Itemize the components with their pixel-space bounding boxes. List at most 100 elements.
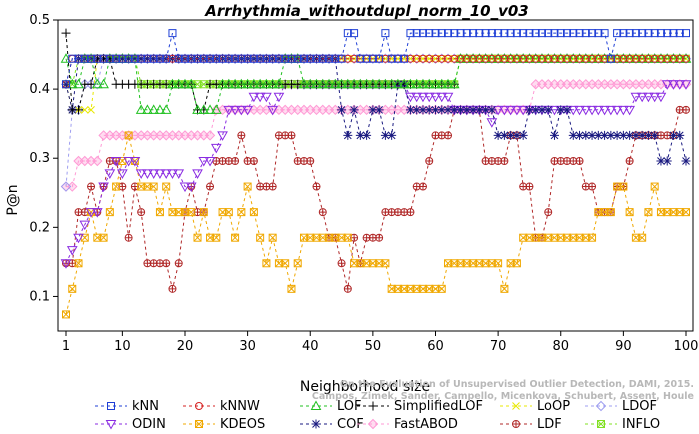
legend-label-cof: COF bbox=[337, 417, 364, 432]
point-lof-57 bbox=[411, 78, 423, 89]
point-knn-25 bbox=[212, 54, 221, 63]
point-kdeos-93 bbox=[638, 233, 647, 242]
point-knn-96 bbox=[656, 29, 665, 38]
point-kdeos-15 bbox=[149, 182, 158, 191]
point-odin-94 bbox=[643, 92, 654, 103]
point-lof-3 bbox=[73, 78, 84, 89]
point-knn-64 bbox=[456, 29, 465, 38]
point-lof-63 bbox=[448, 78, 460, 89]
point-cof-77 bbox=[537, 105, 547, 115]
point-kdeos-28 bbox=[231, 233, 240, 242]
point-knn-80 bbox=[556, 29, 565, 38]
legend-label-simplifiedlof: SimplifiedLOF bbox=[394, 399, 483, 414]
point-lof-50 bbox=[367, 78, 379, 89]
point-knn-31 bbox=[249, 54, 258, 63]
point-odin-88 bbox=[605, 105, 617, 116]
point-lof-23 bbox=[198, 104, 210, 114]
point-cof-91 bbox=[625, 130, 635, 140]
point-knn-55 bbox=[400, 54, 409, 63]
point-lof-34 bbox=[267, 78, 279, 89]
point-knn-36 bbox=[281, 54, 290, 63]
point-kdeos-25 bbox=[212, 233, 221, 242]
point-knn-63 bbox=[450, 29, 459, 38]
point-kdeos-2 bbox=[68, 284, 77, 293]
point-knnw-46 bbox=[343, 54, 352, 63]
point-odin-28 bbox=[229, 105, 241, 116]
point-ldf-56 bbox=[406, 208, 415, 217]
point-ldf-46 bbox=[343, 284, 352, 293]
point-knn-48 bbox=[356, 54, 365, 63]
legend-marker-loop bbox=[512, 402, 520, 410]
point-odin-15 bbox=[148, 169, 160, 179]
point-odin-10 bbox=[117, 169, 128, 179]
point-odin-18 bbox=[167, 169, 178, 179]
point-lof-55 bbox=[398, 78, 410, 89]
point-cof-45 bbox=[337, 105, 347, 115]
point-cof-74 bbox=[518, 130, 528, 140]
point-odin-13 bbox=[135, 169, 147, 179]
point-kdeos-32 bbox=[256, 233, 265, 242]
point-knn-98 bbox=[669, 29, 678, 38]
point-knn-40 bbox=[306, 54, 315, 63]
point-knnw-100 bbox=[682, 54, 690, 63]
point-kdeos-9 bbox=[112, 182, 121, 191]
point-knn-28 bbox=[231, 54, 240, 63]
point-kdeos-29 bbox=[237, 208, 246, 217]
point-odin-58 bbox=[417, 92, 429, 103]
point-knnw-70 bbox=[494, 54, 503, 63]
point-odin-85 bbox=[586, 105, 598, 116]
point-knn-20 bbox=[180, 54, 189, 63]
point-ldof-1 bbox=[60, 181, 72, 192]
point-ldf-40 bbox=[306, 156, 315, 165]
point-cof-35 bbox=[274, 54, 284, 64]
point-odin-56 bbox=[405, 92, 416, 103]
legend-item-ldof: LDOF bbox=[585, 399, 657, 414]
point-odin-86 bbox=[592, 105, 604, 116]
point-lof-45 bbox=[336, 78, 347, 89]
point-ldf-45 bbox=[337, 259, 346, 268]
point-knnw-80 bbox=[556, 54, 565, 63]
point-cof-67 bbox=[474, 105, 484, 115]
point-ldf-83 bbox=[575, 156, 584, 165]
point-odin-61 bbox=[436, 92, 448, 103]
point-kdeos-100 bbox=[682, 208, 690, 217]
point-knn-88 bbox=[606, 54, 615, 63]
point-ldf-78 bbox=[544, 208, 553, 217]
point-lof-29 bbox=[235, 78, 247, 89]
point-odin-7 bbox=[98, 182, 109, 193]
point-knn-82 bbox=[569, 29, 578, 38]
point-knn-14 bbox=[143, 54, 152, 63]
point-cof-15 bbox=[149, 54, 159, 64]
point-lof-7 bbox=[98, 78, 109, 89]
legend-item-inflo: INFLO bbox=[585, 417, 660, 432]
y-tick-label-0.2: 0.2 bbox=[29, 220, 50, 235]
point-ldf-17 bbox=[162, 259, 171, 268]
point-knnw-47 bbox=[350, 54, 359, 63]
point-cof-52 bbox=[380, 130, 390, 140]
point-knn-43 bbox=[325, 54, 334, 63]
legend-marker-ldof bbox=[595, 400, 607, 412]
legend-label-odin: ODIN bbox=[132, 417, 166, 432]
point-knnw-66 bbox=[469, 54, 478, 63]
point-cof-63 bbox=[449, 105, 459, 115]
point-cof-57 bbox=[412, 105, 422, 115]
point-odin-8 bbox=[104, 169, 116, 179]
legend-label-inflo: INFLO bbox=[622, 417, 660, 432]
point-knn-53 bbox=[387, 54, 396, 63]
point-odin-12 bbox=[129, 156, 141, 167]
point-lof-33 bbox=[261, 78, 272, 89]
point-kdeos-90 bbox=[619, 182, 628, 191]
point-knn-79 bbox=[550, 29, 559, 38]
point-cof-59 bbox=[424, 105, 434, 115]
point-cof-69 bbox=[487, 105, 497, 115]
point-lof-1 bbox=[60, 53, 72, 63]
point-odin-71 bbox=[499, 105, 510, 116]
point-lof-21 bbox=[185, 78, 197, 89]
point-lof-43 bbox=[323, 78, 335, 89]
point-kdeos-88 bbox=[606, 208, 615, 217]
x-tick-label-40: 40 bbox=[302, 339, 319, 354]
point-ldf-18 bbox=[168, 284, 177, 293]
point-knnw-59 bbox=[425, 54, 434, 63]
point-lof-27 bbox=[223, 78, 235, 89]
point-knnw-61 bbox=[437, 54, 446, 63]
